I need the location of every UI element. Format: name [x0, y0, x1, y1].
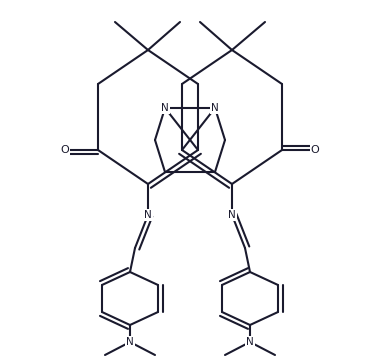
- Text: N: N: [211, 103, 219, 113]
- Text: O: O: [310, 145, 319, 155]
- Text: N: N: [126, 337, 134, 347]
- Text: N: N: [246, 337, 254, 347]
- Text: N: N: [144, 210, 152, 220]
- Text: N: N: [161, 103, 169, 113]
- Text: O: O: [61, 145, 70, 155]
- Text: N: N: [228, 210, 236, 220]
